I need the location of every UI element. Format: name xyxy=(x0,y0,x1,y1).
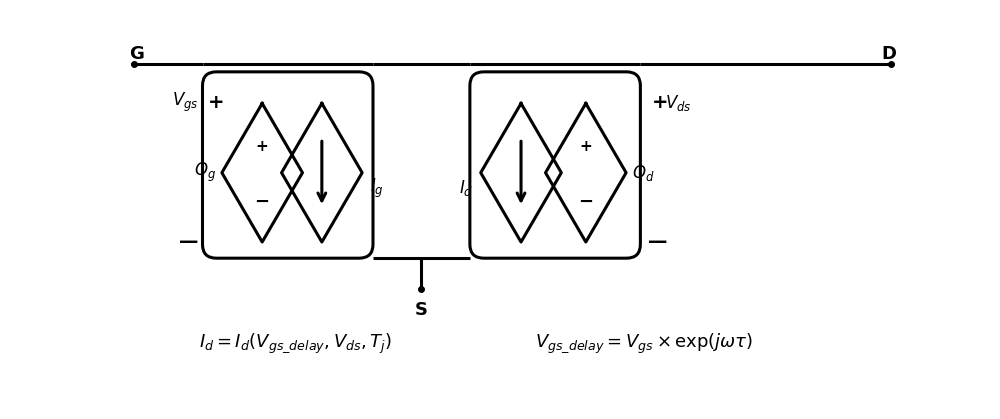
Text: $V_{gs\_delay} = V_{gs} \times \exp(j\omega\tau)$: $V_{gs\_delay} = V_{gs} \times \exp(j\om… xyxy=(535,331,753,354)
Text: +: + xyxy=(256,139,269,154)
Text: D: D xyxy=(881,44,896,62)
Text: $Q_g$: $Q_g$ xyxy=(194,161,216,184)
Text: $V_{gs}$: $V_{gs}$ xyxy=(172,91,199,114)
Text: $I_g$: $I_g$ xyxy=(370,176,384,200)
Text: $I_d$: $I_d$ xyxy=(459,178,473,198)
Text: S: S xyxy=(415,301,428,319)
Text: —: — xyxy=(648,232,668,251)
Text: $V_{ds}$: $V_{ds}$ xyxy=(665,93,692,113)
Text: +: + xyxy=(208,93,225,112)
Text: +: + xyxy=(652,93,668,112)
Text: G: G xyxy=(129,44,144,62)
Text: —: — xyxy=(179,232,199,251)
Text: $I_d = I_d(V_{gs\_delay}, V_{ds}, T_j)$: $I_d = I_d(V_{gs\_delay}, V_{ds}, T_j)$ xyxy=(199,331,392,354)
Text: −: − xyxy=(578,193,593,211)
Text: −: − xyxy=(255,193,270,211)
Text: +: + xyxy=(579,139,592,154)
Text: $Q_d$: $Q_d$ xyxy=(632,163,655,183)
